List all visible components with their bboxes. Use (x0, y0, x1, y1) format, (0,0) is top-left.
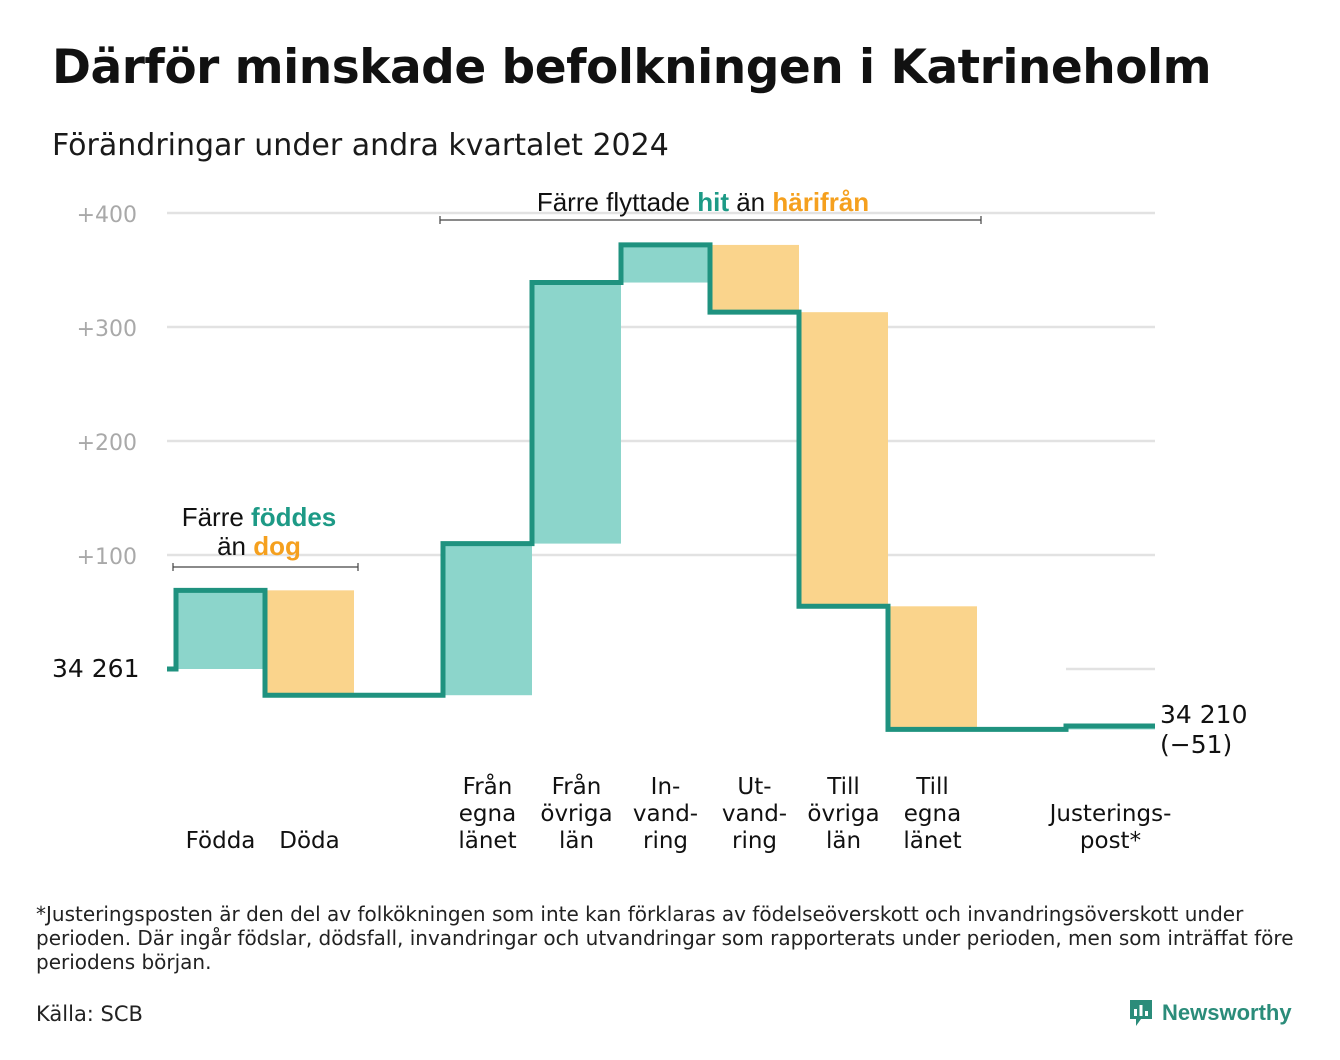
y-tick-label: +200 (77, 431, 137, 456)
births-annotation: Färre föddes än dog (172, 502, 359, 571)
source-label: Källa: SCB (36, 1002, 143, 1026)
births-annotation-line1: Färre föddes (182, 502, 337, 532)
newsworthy-logo: Newsworthy (1128, 998, 1292, 1028)
category-label: egna (459, 801, 516, 827)
category-label: vand- (633, 801, 698, 827)
newsworthy-logo-text: Newsworthy (1162, 1000, 1292, 1025)
end-value-label: 34 210 (1160, 700, 1247, 729)
category-labels: Födda DödaFrånegnalänetFrånövrigalänIn-va… (186, 772, 1172, 854)
y-tick-label: +400 (77, 203, 137, 228)
category-label: vand- (722, 801, 787, 827)
chart-subtitle: Förändringar under andra kvartalet 2024 (52, 128, 669, 163)
bar (710, 244, 799, 313)
category-label: Födda (186, 828, 256, 854)
waterfall-chart: +100+200+300+400 Födda DödaFrånegnalänetF… (52, 187, 1247, 854)
category-label: län (559, 828, 594, 854)
category-label: Ut- (737, 774, 771, 800)
newsworthy-logo-icon (1130, 1000, 1152, 1026)
bars (176, 244, 1155, 730)
bar (888, 606, 977, 730)
category-label: län (826, 828, 861, 854)
bar (799, 312, 888, 607)
bar (176, 590, 265, 669)
category-label: övriga (807, 801, 879, 827)
bar (621, 244, 710, 283)
cumulative-step-line (167, 242, 1155, 732)
category-label: post* (1080, 828, 1141, 854)
category-label: Från (463, 772, 513, 800)
chart-title: Därför minskade befolkningen i Katrineho… (52, 40, 1212, 95)
category-label: länet (458, 828, 516, 854)
migration-bracket (439, 216, 982, 224)
bar (443, 543, 532, 696)
category-label: Från (552, 772, 602, 800)
births-annotation-line2: än dog (217, 531, 301, 561)
category-label: Justerings- (1048, 801, 1172, 827)
category-label: Till (826, 774, 860, 800)
category-label: ring (643, 828, 688, 854)
category-label: ring (732, 828, 777, 854)
start-value-label: 34 261 (52, 654, 139, 683)
births-bracket (172, 563, 359, 571)
y-tick-label: +300 (77, 317, 137, 342)
bar (532, 282, 621, 544)
end-change-label: (−51) (1160, 730, 1232, 759)
bar (265, 590, 354, 696)
y-tick-labels: +100 +200 +300 +400 (77, 203, 137, 570)
category-label: Döda (279, 828, 339, 854)
grid-lines (167, 211, 1155, 671)
category-label: övriga (540, 801, 612, 827)
y-tick-label: +100 (77, 545, 137, 570)
footnote: *Justeringsposten är den del av folkökni… (36, 902, 1294, 974)
migration-annotation-text: Färre flyttade hit än härifrån (537, 187, 869, 217)
category-label: Till (915, 774, 949, 800)
category-label: In- (651, 774, 681, 800)
category-label: egna (904, 801, 961, 827)
migration-annotation: Färre flyttade hit än härifrån (439, 187, 982, 224)
category-label: länet (903, 828, 961, 854)
